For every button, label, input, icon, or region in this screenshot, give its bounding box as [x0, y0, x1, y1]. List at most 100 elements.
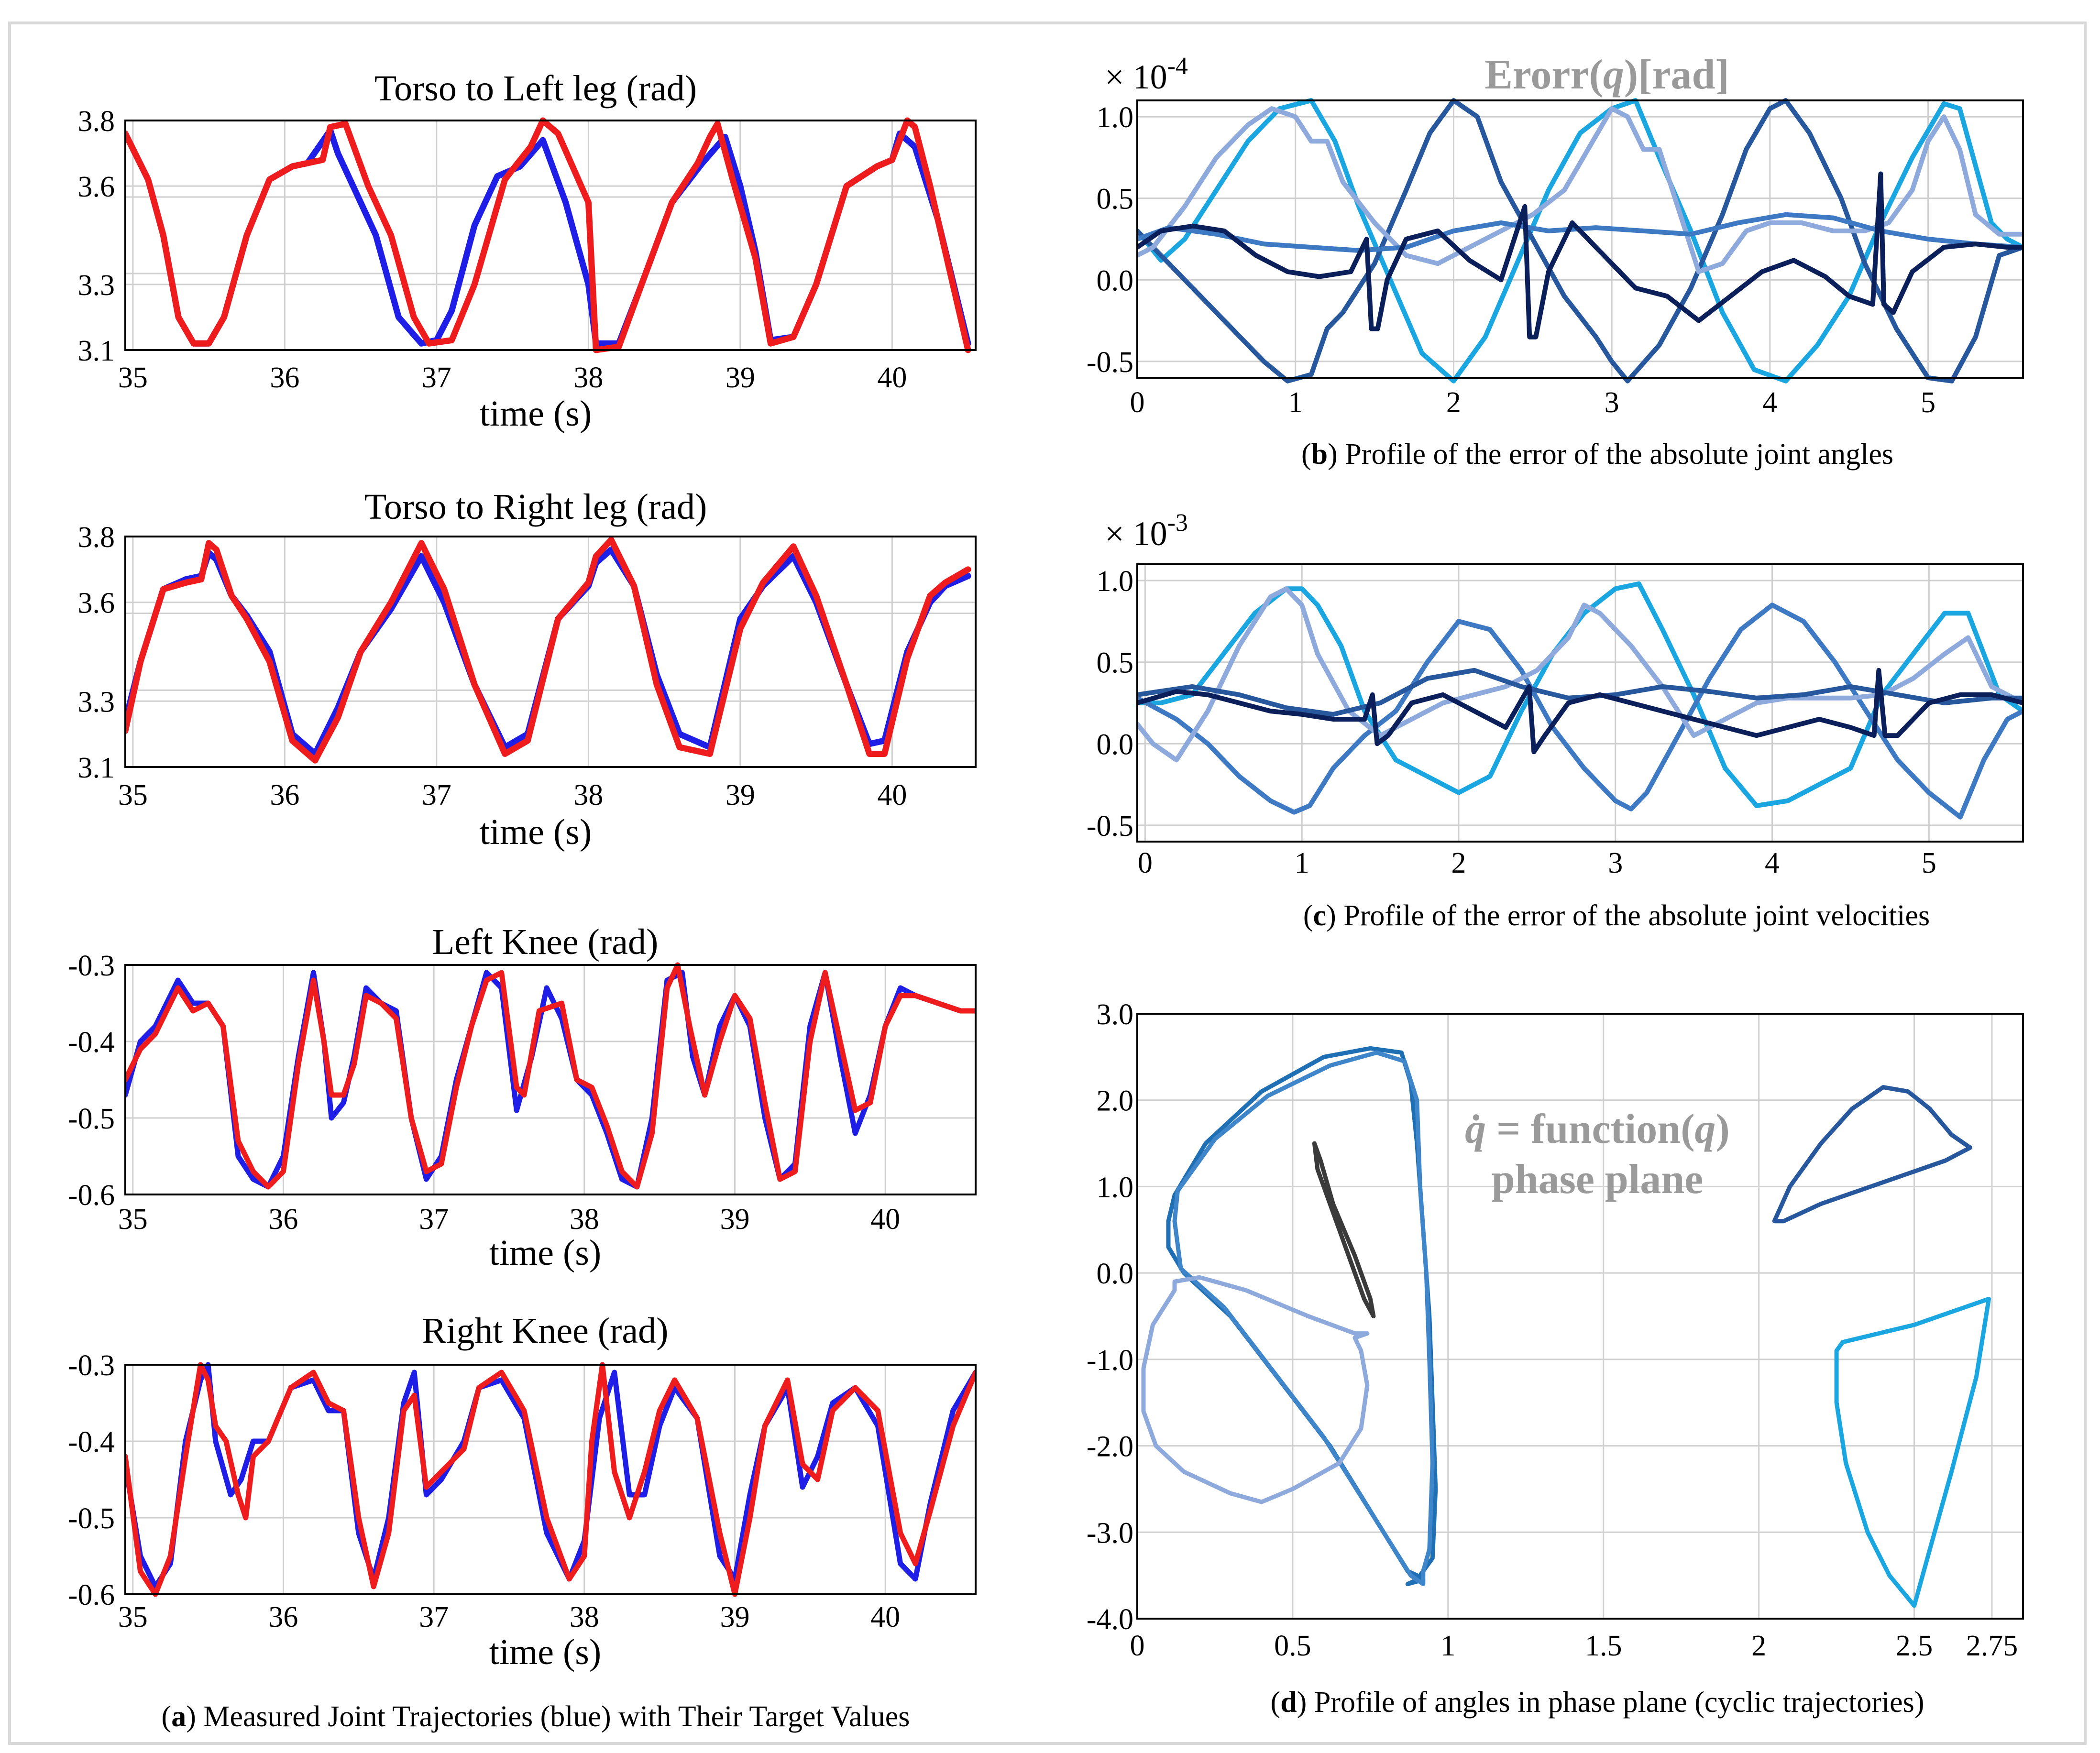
- y-tick-label-b: 1.0: [1097, 101, 1134, 134]
- series-group-d: [1141, 1046, 1991, 1608]
- x-tick-label-a1: 35: [118, 362, 148, 394]
- x-tick-label-b: 0: [1130, 386, 1145, 419]
- x-tick-label-d: 1: [1440, 1630, 1455, 1662]
- caption-a-text: Measured Joint Trajectories (blue) with …: [196, 1700, 910, 1733]
- plot-area-b: [1136, 99, 2024, 379]
- plot-area-d: [1136, 1013, 2024, 1620]
- x-tick-label-c: 1: [1295, 847, 1309, 879]
- x-tick-label-a3: 38: [570, 1203, 599, 1236]
- series-group-a2: [125, 537, 971, 764]
- caption-d: (d) Profile of angles in phase plane (cy…: [1271, 1686, 1924, 1719]
- plot-frame-d: [1136, 1013, 2024, 1620]
- x-axis-label-a2: time (s): [480, 812, 592, 852]
- x-tick-label-d: 2.75: [1966, 1630, 2018, 1662]
- caption-d-label: d: [1280, 1686, 1297, 1719]
- x-tick-label-b: 2: [1446, 386, 1461, 419]
- series-line-c-joint-2: [1137, 603, 2023, 820]
- panel-left-knee: -0.3 -0.4 -0.5 -0.635 36 37 38 39 40: [68, 950, 977, 1236]
- series-line-a2-target: [125, 537, 971, 764]
- x-tick-label-a2: 38: [573, 779, 603, 811]
- panel-angle-error: 1.0 0.5 0.0 -0.5 0 1 2 3 4 5: [1087, 98, 2024, 419]
- series-group-c: [1137, 581, 2023, 820]
- y-tick-label-a4: -0.4: [68, 1426, 115, 1458]
- y-tick-label-c: -0.5: [1087, 810, 1133, 843]
- chart-title-a4: Right Knee (rad): [422, 1311, 669, 1351]
- y-tick-label-a3: -0.3: [68, 950, 115, 982]
- multiplier-c-exp: -3: [1167, 509, 1188, 537]
- panel-right-knee: -0.3 -0.4 -0.5 -0.635 36 37 38 39 40: [68, 1349, 977, 1633]
- caption-a-label: a: [171, 1700, 186, 1733]
- series-line-b-joint-4: [1137, 212, 2023, 253]
- x-tick-label-d: 2.5: [1896, 1630, 1933, 1662]
- x-tick-label-a4: 36: [268, 1601, 298, 1633]
- series-line-d-loop-1b: [1172, 1050, 1435, 1587]
- x-tick-label-b: 3: [1605, 386, 1619, 419]
- series-line-b-joint-3: [1137, 106, 2023, 274]
- title-d-var: q: [1695, 1106, 1716, 1152]
- x-tick-label-a4: 38: [570, 1601, 599, 1633]
- x-tick-label-a2: 39: [726, 779, 755, 811]
- y-tick-label-b: 0.0: [1097, 264, 1134, 297]
- title-d-eq: = function(: [1486, 1106, 1694, 1152]
- caption-b-label: b: [1311, 438, 1328, 471]
- y-tick-label-d: 0.0: [1097, 1258, 1134, 1290]
- x-tick-label-d: 0.5: [1274, 1630, 1311, 1662]
- x-tick-label-a3: 37: [419, 1203, 449, 1236]
- multiplier-c-prefix: × 10: [1105, 515, 1167, 553]
- x-tick-label-a2: 36: [270, 779, 299, 811]
- plot-frame-a3: [124, 964, 977, 1195]
- caption-b: (b) Profile of the error of the absolute…: [1301, 438, 1893, 471]
- caption-c-text: Profile of the error of the absolute joi…: [1336, 899, 1930, 932]
- title-b-pre: Erorr(: [1484, 52, 1603, 98]
- x-tick-label-a4: 35: [118, 1601, 148, 1633]
- y-tick-label-d: -3.0: [1087, 1517, 1133, 1549]
- x-tick-label-a1: 38: [573, 362, 603, 394]
- x-tick-label-a2: 40: [877, 779, 907, 811]
- y-tick-label-a2: 3.1: [78, 752, 115, 784]
- series-line-d-loop-5: [1834, 1296, 1991, 1608]
- chart-title-b: Erorr(q)[rad]: [1484, 52, 1729, 98]
- plot-frame-a2: [124, 536, 977, 768]
- series-line-c-joint-1: [1137, 581, 2023, 808]
- x-tick-label-c: 5: [1922, 847, 1936, 879]
- x-axis-label-a3: time (s): [489, 1233, 601, 1273]
- chart-title-d-line2: phase plane: [1492, 1156, 1704, 1203]
- y-tick-label-b: 0.5: [1097, 183, 1134, 216]
- x-tick-label-d: 0: [1130, 1630, 1145, 1662]
- figure-border: [8, 22, 2087, 1745]
- series-group-a1: [125, 117, 971, 353]
- y-tick-label-c: 0.5: [1097, 647, 1134, 679]
- series-group-a3: [125, 962, 976, 1190]
- panel-torso-left-leg: 3.8 3.6 3.3 3.135 36 37 38 39 40: [78, 105, 977, 394]
- x-tick-label-d: 1.5: [1585, 1630, 1622, 1662]
- panel-torso-right-leg: 3.8 3.6 3.3 3.135 36 37 38 39 40: [78, 521, 977, 811]
- series-line-a4-target: [125, 1362, 976, 1597]
- x-tick-label-a3: 40: [870, 1203, 900, 1236]
- title-b-var: q: [1603, 52, 1624, 98]
- caption-c: (c) Profile of the error of the absolute…: [1303, 899, 1930, 932]
- x-tick-label-a1: 39: [726, 362, 755, 394]
- series-line-d-loop-2: [1141, 1275, 1370, 1504]
- x-tick-label-b: 4: [1762, 386, 1777, 419]
- series-line-b-joint-5: [1137, 171, 2023, 340]
- plot-frame-a1: [124, 120, 977, 351]
- series-group-a4: [125, 1362, 976, 1597]
- series-line-c-joint-5: [1137, 668, 2023, 755]
- y-tick-label-a2: 3.8: [78, 521, 115, 554]
- y-tick-label-a3: -0.4: [68, 1026, 115, 1059]
- x-tick-label-a2: 37: [422, 779, 451, 811]
- multiplier-b-exp: -4: [1167, 53, 1188, 80]
- y-tick-label-a1: 3.1: [78, 335, 115, 367]
- y-tick-label-a3: -0.5: [68, 1103, 115, 1135]
- chart-title-a2: Torso to Right leg (rad): [364, 487, 707, 527]
- series-group-b: [1137, 98, 2023, 383]
- caption-b-text: Profile of the error of the absolute joi…: [1338, 438, 1893, 471]
- x-axis-label-a1: time (s): [480, 394, 592, 434]
- panel-velocity-error: 1.0 0.5 0.0 -0.50 1 2 3 4 5: [1087, 563, 2024, 879]
- y-tick-label-a2: 3.6: [78, 587, 115, 620]
- x-tick-label-c: 0: [1138, 847, 1153, 879]
- y-tick-label-d: -1.0: [1087, 1344, 1133, 1377]
- y-tick-label-a1: 3.6: [78, 171, 115, 203]
- x-tick-label-a4: 40: [870, 1601, 900, 1633]
- series-line-a3-target: [125, 962, 976, 1190]
